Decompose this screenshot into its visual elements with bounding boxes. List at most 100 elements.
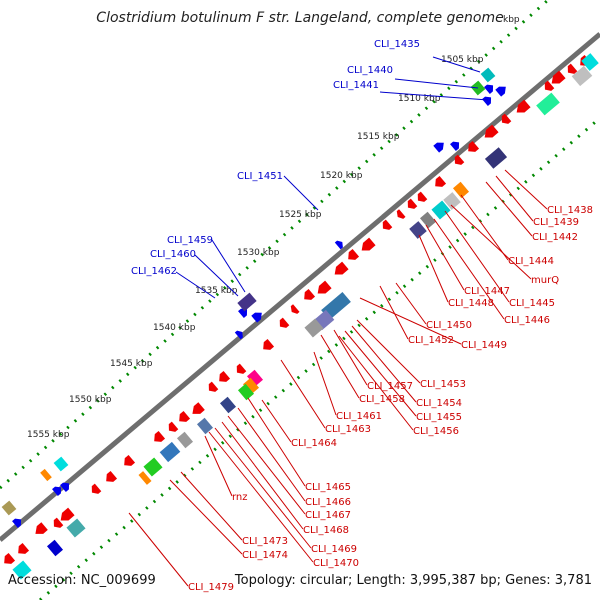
callout-line (333, 329, 368, 386)
reverse-feature-box (196, 417, 214, 435)
scale-label: 1520 kbp (320, 171, 363, 181)
reverse-gene-label: CLI_1457 (367, 381, 413, 392)
callout-line (169, 479, 243, 555)
reverse-gene-label: CLI_1449 (461, 340, 507, 351)
reverse-gene-label: CLI_1442 (532, 232, 578, 243)
forward-gene-label: CLI_1462 (131, 266, 177, 277)
reverse-feature-box-shape (409, 221, 427, 239)
forward-feature-arrow-shape (60, 482, 70, 493)
reverse-cds-arrow (106, 470, 118, 482)
callout-line (283, 175, 319, 211)
reverse-gene-label: CLI_1450 (426, 320, 472, 331)
reverse-cds-arrow-shape (91, 483, 102, 494)
reverse-gene-label: CLI_1458 (359, 394, 405, 405)
reverse-cds-arrow-shape (348, 248, 360, 260)
scale-label: kbp (503, 15, 520, 25)
callout-line (359, 297, 462, 345)
reverse-feature-box (66, 518, 86, 538)
reverse-gene-label: CLI_1474 (242, 550, 288, 561)
reverse-feature-box-shape (443, 192, 461, 210)
forward-feature-arrow-shape (484, 84, 494, 95)
reverse-gene-label: CLI_1470 (313, 558, 359, 569)
reverse-cds-arrow (501, 113, 512, 124)
reverse-feature-box (304, 318, 324, 338)
reverse-cds-arrow-shape (208, 381, 219, 392)
forward-feature-arrow (484, 84, 494, 95)
reverse-feature-box-shape (452, 181, 470, 199)
reverse-cds-arrow (551, 70, 566, 84)
forward-gene-label: CLI_1435 (374, 39, 420, 50)
reverse-cds-arrow (91, 483, 102, 494)
reverse-cds-arrow-shape (567, 63, 578, 74)
reverse-gene-label: CLI_1466 (305, 497, 351, 508)
reverse-gene-label: CLI_1454 (416, 398, 462, 409)
reverse-feature-box (219, 396, 237, 414)
reverse-cds-arrow (382, 219, 393, 230)
reverse-feature-box (12, 560, 32, 580)
reverse-cds-arrow (279, 317, 290, 328)
reverse-gene-label: CLI_1461 (336, 411, 382, 422)
reverse-cds-arrow-shape (454, 154, 465, 165)
forward-feature-arrow-shape (482, 96, 492, 107)
forward-gene-label: CLI_1460 (150, 249, 196, 260)
reverse-feature-box (321, 291, 351, 321)
callout-line (261, 399, 292, 443)
reverse-cds-arrow-shape (304, 288, 316, 300)
reverse-feature-box (536, 92, 560, 116)
reverse-cds-arrow (18, 542, 30, 554)
reverse-cds-arrow-shape (60, 507, 75, 521)
reverse-feature-box-shape (219, 396, 237, 414)
reverse-cds-arrow (304, 288, 316, 300)
reverse-cds-arrow (60, 507, 75, 521)
reverse-cds-arrow-shape (317, 280, 332, 294)
reverse-feature-box-shape (571, 65, 593, 87)
reverse-cds-arrow (454, 154, 465, 165)
callout-line (460, 194, 509, 261)
forward-gene-label: CLI_1451 (237, 171, 283, 182)
forward-feature-box (237, 292, 257, 312)
reverse-gene-label: CLI_1452 (408, 335, 454, 346)
callout-line (432, 56, 481, 73)
reverse-gene-label: CLI_1444 (508, 256, 554, 267)
reverse-gene-label: murQ (531, 275, 559, 286)
reverse-cds-arrow-shape (35, 522, 48, 534)
reverse-cds-arrow (435, 175, 447, 187)
forward-feature-box (480, 67, 496, 83)
reverse-cds-arrow-shape (263, 338, 275, 350)
map-title: Clostridium botulinum F str. Langeland, … (96, 10, 504, 26)
callout-line (394, 78, 479, 89)
reverse-feature-box (237, 383, 255, 401)
reverse-cds-arrow-shape (290, 304, 300, 314)
reverse-feature-box (159, 441, 181, 463)
callout-line (450, 204, 532, 280)
reverse-gene-label: CLI_1463 (325, 424, 371, 435)
reverse-feature-box-shape (419, 211, 437, 229)
callout-line (214, 427, 312, 549)
reverse-gene-label: CLI_1479 (188, 582, 234, 593)
forward-feature-arrow (482, 96, 492, 107)
reverse-cds-arrow-shape (417, 191, 428, 202)
reverse-feature-box (419, 211, 437, 229)
callout-line (194, 254, 239, 297)
reverse-cds-arrow-shape (396, 209, 406, 219)
callout-line (211, 239, 246, 293)
forward-feature-arrow (450, 141, 460, 152)
reverse-cds-arrow-shape (219, 370, 231, 382)
reverse-feature-box (246, 369, 264, 387)
forward-feature-arrow-shape (52, 486, 62, 497)
callout-line (379, 91, 489, 101)
callout-line (227, 415, 306, 515)
reverse-cds-arrow (348, 248, 360, 260)
callout-line (208, 431, 314, 563)
reverse-gene-label: CLI_1468 (303, 525, 349, 536)
reverse-cds-arrow-shape (106, 470, 118, 482)
forward-feature-box-shape (480, 67, 496, 83)
reverse-cds-arrow (179, 410, 191, 422)
reverse-cds-arrow-shape (154, 430, 166, 442)
scale-label: 1540 kbp (153, 323, 196, 333)
reverse-cds-arrow-shape (168, 421, 179, 432)
forward-feature-arrow-shape (12, 518, 22, 529)
reverse-cds-arrow (516, 99, 531, 113)
reverse-cds-arrow (263, 338, 275, 350)
